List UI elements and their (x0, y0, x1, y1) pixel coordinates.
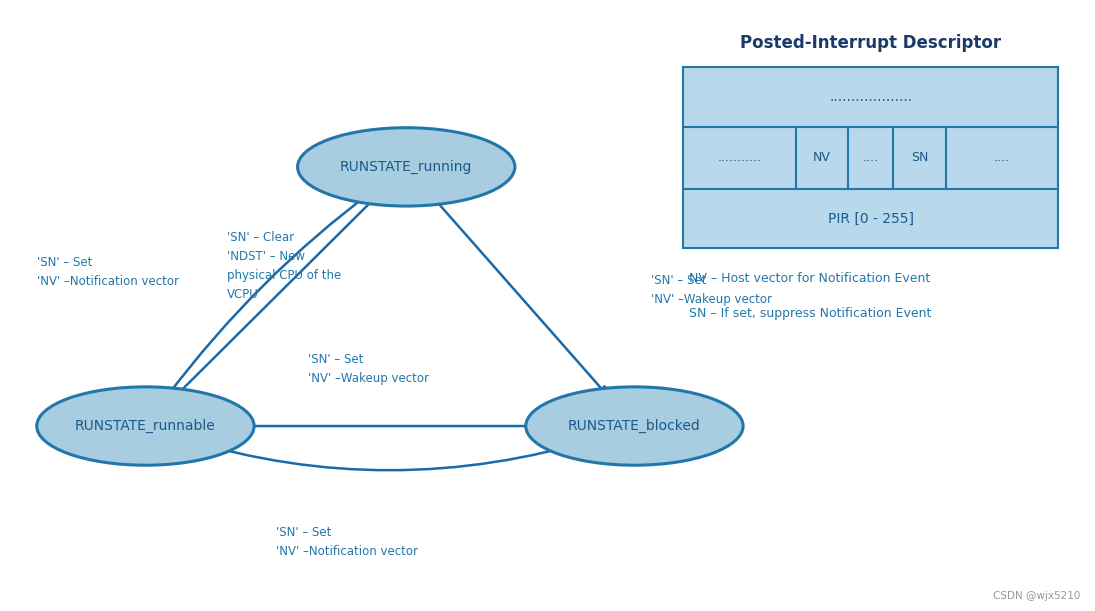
Text: SN: SN (911, 152, 929, 164)
FancyBboxPatch shape (683, 67, 1058, 248)
Text: PIR [0 - 255]: PIR [0 - 255] (828, 211, 914, 225)
Text: RUNSTATE_running: RUNSTATE_running (341, 160, 472, 174)
Ellipse shape (298, 128, 515, 206)
Ellipse shape (37, 387, 254, 465)
Text: NV: NV (814, 152, 831, 164)
Text: ....: .... (863, 152, 879, 164)
Text: 'SN' – Clear
'NDST' – New
physical CPU of the
VCPU: 'SN' – Clear 'NDST' – New physical CPU o… (227, 232, 342, 301)
Text: 'SN' – Set
'NV' –Wakeup vector: 'SN' – Set 'NV' –Wakeup vector (650, 274, 772, 307)
Text: ....: .... (994, 152, 1010, 164)
Text: ...................: ................... (829, 90, 912, 104)
Text: 'SN' – Set
'NV' –Wakeup vector: 'SN' – Set 'NV' –Wakeup vector (309, 353, 429, 385)
Text: CSDN @wjx5210: CSDN @wjx5210 (992, 591, 1080, 601)
Text: RUNSTATE_blocked: RUNSTATE_blocked (568, 419, 701, 433)
Text: Posted-Interrupt Descriptor: Posted-Interrupt Descriptor (740, 34, 1001, 53)
Text: 'SN' – Set
'NV' –Notification vector: 'SN' – Set 'NV' –Notification vector (276, 525, 418, 558)
Text: SN – If set, suppress Notification Event: SN – If set, suppress Notification Event (689, 307, 931, 320)
Ellipse shape (526, 387, 744, 465)
Text: NV – Host vector for Notification Event: NV – Host vector for Notification Event (689, 273, 930, 285)
Text: RUNSTATE_runnable: RUNSTATE_runnable (76, 419, 216, 433)
Text: 'SN' – Set
'NV' –Notification vector: 'SN' – Set 'NV' –Notification vector (37, 257, 178, 288)
Text: ...........: ........... (717, 152, 761, 164)
